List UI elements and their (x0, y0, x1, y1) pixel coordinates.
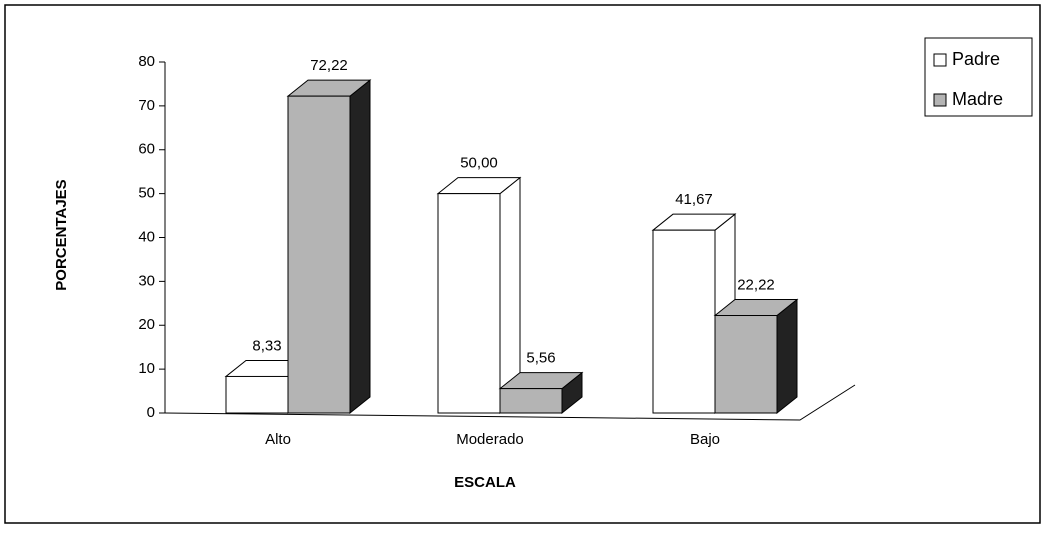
legend-swatch (933, 93, 947, 107)
bar-side (776, 298, 798, 415)
y-tick-label: 10 (138, 360, 155, 377)
value-label: 8,33 (252, 337, 281, 354)
x-tick-label: Moderado (456, 431, 524, 448)
value-label: 72,22 (310, 57, 348, 74)
legend-swatch (933, 53, 947, 67)
y-tick-label: 20 (138, 316, 155, 333)
y-tick-label: 80 (138, 53, 155, 70)
bar (437, 193, 501, 414)
bar-side (349, 79, 371, 415)
x-axis-title: ESCALA (454, 474, 516, 491)
x-tick-label: Bajo (690, 431, 720, 448)
legend-label: Padre (952, 49, 1000, 69)
value-label: 41,67 (675, 191, 713, 208)
value-label: 5,56 (526, 350, 555, 367)
value-label: 50,00 (460, 155, 498, 172)
bar (652, 229, 716, 414)
legend-label: Madre (952, 89, 1003, 109)
y-tick-label: 30 (138, 272, 155, 289)
y-tick-label: 40 (138, 228, 155, 245)
floor (164, 384, 856, 421)
chart-border (4, 4, 1041, 524)
bar (499, 388, 563, 414)
x-tick-label: Alto (265, 431, 291, 448)
y-tick-label: 0 (147, 404, 155, 421)
value-label: 22,22 (737, 276, 775, 293)
y-tick-label: 60 (138, 141, 155, 158)
bar (714, 315, 778, 414)
y-tick-label: 50 (138, 185, 155, 202)
y-tick-label: 70 (138, 97, 155, 114)
bar (225, 375, 289, 414)
bar (287, 95, 351, 414)
y-axis-title: PORCENTAJES (53, 179, 70, 290)
